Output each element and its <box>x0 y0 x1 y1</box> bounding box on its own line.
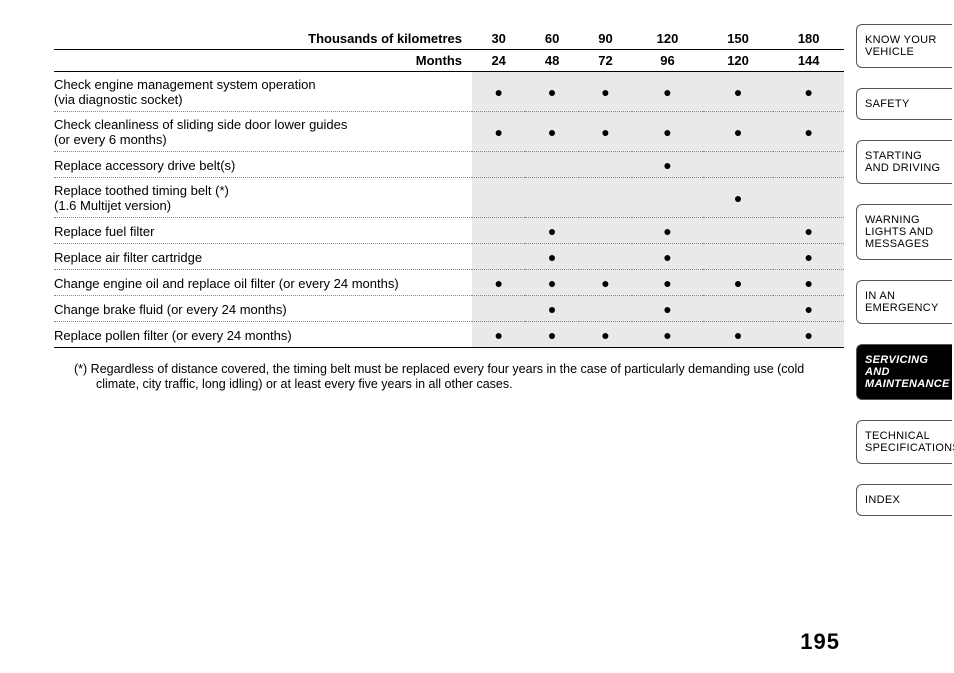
table-row: Replace accessory drive belt(s) ● <box>54 152 844 178</box>
task-cell: Replace air filter cartridge <box>54 244 472 270</box>
mark-cell: ● <box>472 72 525 112</box>
mark-cell <box>632 178 703 218</box>
mark-cell: ● <box>472 112 525 152</box>
mark-cell <box>579 244 632 270</box>
mark-cell: ● <box>525 322 578 348</box>
mark-cell: ● <box>773 270 844 296</box>
task-cell: Replace pollen filter (or every 24 month… <box>54 322 472 348</box>
mark-cell: ● <box>632 296 703 322</box>
mark-cell <box>525 178 578 218</box>
mark-cell <box>525 152 578 178</box>
mark-cell: ● <box>579 72 632 112</box>
mark-cell: ● <box>472 270 525 296</box>
mark-cell: ● <box>632 152 703 178</box>
mark-cell: ● <box>525 72 578 112</box>
mark-cell: ● <box>773 296 844 322</box>
mark-cell: ● <box>773 244 844 270</box>
mark-cell: ● <box>773 322 844 348</box>
task-cell: Replace accessory drive belt(s) <box>54 152 472 178</box>
mark-cell: ● <box>773 112 844 152</box>
mark-cell <box>773 178 844 218</box>
maintenance-schedule-table: Thousands of kilometres 30 60 90 120 150… <box>54 28 844 348</box>
header-km-label: Thousands of kilometres <box>54 28 472 50</box>
mark-cell <box>472 178 525 218</box>
table-row: Replace pollen filter (or every 24 month… <box>54 322 844 348</box>
task-cell: Replace fuel filter <box>54 218 472 244</box>
mark-cell: ● <box>773 72 844 112</box>
mark-cell: ● <box>632 244 703 270</box>
mark-cell: ● <box>773 218 844 244</box>
mark-cell: ● <box>632 322 703 348</box>
section-tab[interactable]: SAFETY <box>856 88 952 120</box>
mark-cell <box>472 244 525 270</box>
header-km-5: 180 <box>773 28 844 50</box>
mark-cell <box>579 218 632 244</box>
mark-cell: ● <box>525 218 578 244</box>
table-row: Replace air filter cartridge ● ● ● <box>54 244 844 270</box>
table-row: Change brake fluid (or every 24 months) ●… <box>54 296 844 322</box>
header-months-4: 120 <box>703 50 774 72</box>
mark-cell <box>703 244 774 270</box>
mark-cell: ● <box>472 322 525 348</box>
mark-cell <box>703 218 774 244</box>
header-months-2: 72 <box>579 50 632 72</box>
task-cell: Change brake fluid (or every 24 months) <box>54 296 472 322</box>
mark-cell <box>579 152 632 178</box>
mark-cell <box>773 152 844 178</box>
header-months-3: 96 <box>632 50 703 72</box>
header-km-1: 60 <box>525 28 578 50</box>
mark-cell: ● <box>703 112 774 152</box>
mark-cell: ● <box>525 270 578 296</box>
section-tab[interactable]: WARNING LIGHTS AND MESSAGES <box>856 204 952 260</box>
task-cell: Check engine management system operation… <box>54 72 472 112</box>
section-tab[interactable]: INDEX <box>856 484 952 516</box>
mark-cell: ● <box>703 322 774 348</box>
mark-cell <box>703 296 774 322</box>
mark-cell: ● <box>579 322 632 348</box>
header-months-0: 24 <box>472 50 525 72</box>
header-km-0: 30 <box>472 28 525 50</box>
mark-cell: ● <box>632 112 703 152</box>
footnote: (*) Regardless of distance covered, the … <box>96 348 844 392</box>
table-row: Check cleanliness of sliding side door l… <box>54 112 844 152</box>
task-cell: Replace toothed timing belt (*)(1.6 Mult… <box>54 178 472 218</box>
mark-cell: ● <box>703 270 774 296</box>
mark-cell <box>472 152 525 178</box>
section-tab[interactable]: STARTING AND DRIVING <box>856 140 952 184</box>
header-months-label: Months <box>54 50 472 72</box>
table-row: Change engine oil and replace oil filter… <box>54 270 844 296</box>
header-months-5: 144 <box>773 50 844 72</box>
mark-cell: ● <box>632 270 703 296</box>
mark-cell: ● <box>525 296 578 322</box>
table-row: Check engine management system operation… <box>54 72 844 112</box>
table-row: Replace toothed timing belt (*)(1.6 Mult… <box>54 178 844 218</box>
task-cell: Change engine oil and replace oil filter… <box>54 270 472 296</box>
mark-cell: ● <box>632 218 703 244</box>
section-tab[interactable]: SERVICING AND MAINTENANCE <box>856 344 952 400</box>
mark-cell: ● <box>525 244 578 270</box>
mark-cell: ● <box>632 72 703 112</box>
mark-cell <box>472 296 525 322</box>
header-km-2: 90 <box>579 28 632 50</box>
header-months-1: 48 <box>525 50 578 72</box>
mark-cell: ● <box>525 112 578 152</box>
task-cell: Check cleanliness of sliding side door l… <box>54 112 472 152</box>
page-number: 195 <box>800 629 840 655</box>
mark-cell: ● <box>703 72 774 112</box>
mark-cell <box>579 296 632 322</box>
mark-cell: ● <box>579 112 632 152</box>
mark-cell: ● <box>579 270 632 296</box>
header-km-4: 150 <box>703 28 774 50</box>
section-tab[interactable]: TECHNICAL SPECIFICATIONS <box>856 420 952 464</box>
mark-cell <box>472 218 525 244</box>
section-tab[interactable]: KNOW YOUR VEHICLE <box>856 24 952 68</box>
header-km-3: 120 <box>632 28 703 50</box>
mark-cell <box>579 178 632 218</box>
section-tab[interactable]: IN AN EMERGENCY <box>856 280 952 324</box>
mark-cell <box>703 152 774 178</box>
mark-cell: ● <box>703 178 774 218</box>
table-row: Replace fuel filter ● ● ● <box>54 218 844 244</box>
